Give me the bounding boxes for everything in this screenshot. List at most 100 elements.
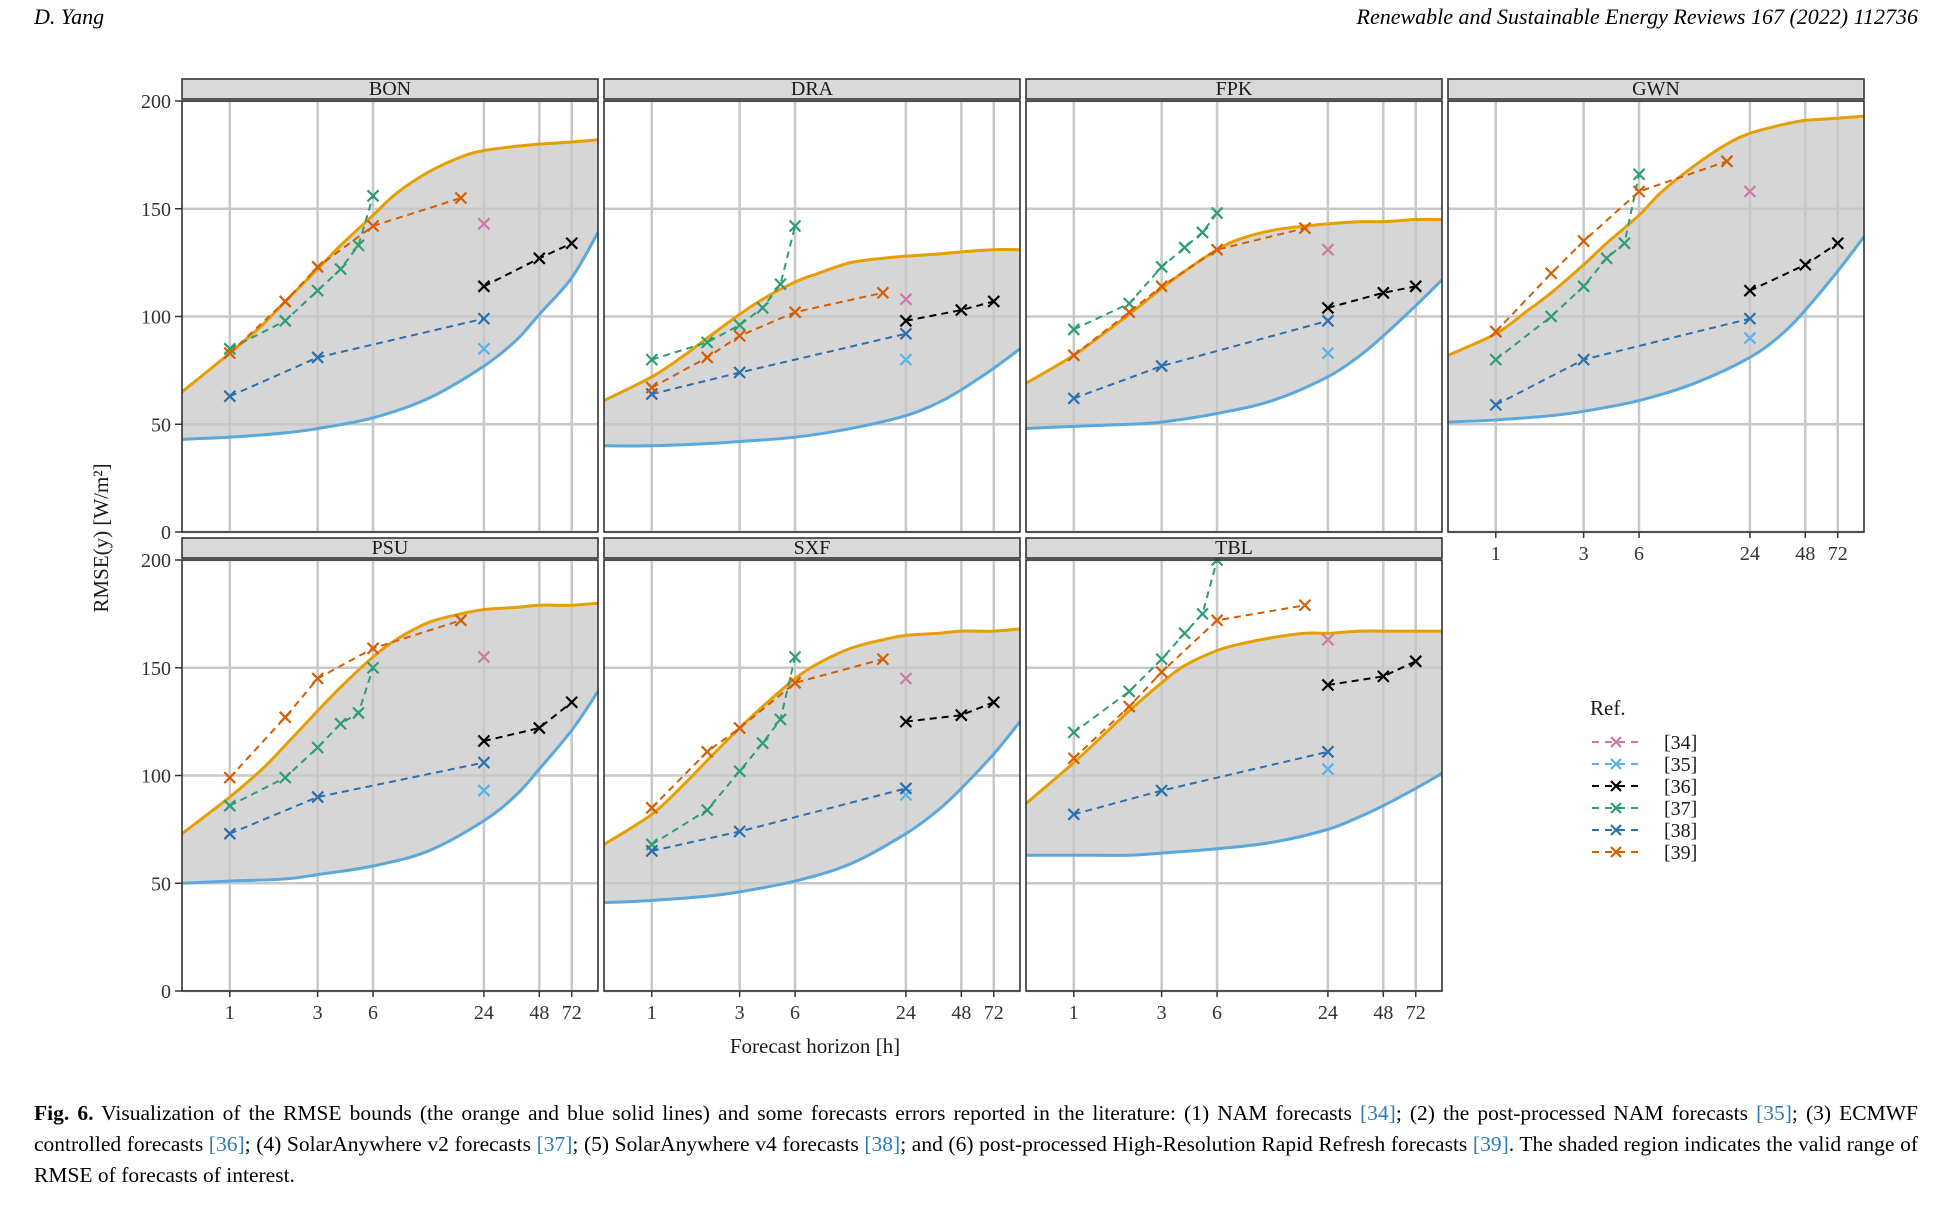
data-point-36 xyxy=(565,236,579,250)
caption-citation[interactable]: [37] xyxy=(536,1132,573,1156)
facet-panel-dra: DRA xyxy=(603,78,1021,534)
data-point-36 xyxy=(899,314,913,328)
data-point-37 xyxy=(733,318,746,332)
lower-bound-line xyxy=(603,347,1021,448)
series-37 xyxy=(1067,206,1224,336)
data-point-37 xyxy=(1489,353,1503,366)
series-34 xyxy=(1743,185,1757,198)
legend-label: [35] xyxy=(1664,754,1697,776)
valid-range-band xyxy=(604,628,1020,903)
y-tick-label: 200 xyxy=(141,91,171,113)
series-38 xyxy=(1067,314,1335,405)
data-point-36 xyxy=(533,252,546,265)
data-point-38 xyxy=(223,389,237,403)
series-line-39 xyxy=(651,658,884,809)
caption-citation[interactable]: [38] xyxy=(864,1132,901,1156)
series-35 xyxy=(1321,762,1335,776)
lower-bound-line xyxy=(181,231,600,441)
data-point-38 xyxy=(223,827,237,840)
data-point-37 xyxy=(756,736,769,750)
x-tick-label: 24 xyxy=(896,1002,916,1024)
data-point-39 xyxy=(223,346,237,360)
lower-bound-line xyxy=(1025,772,1443,857)
legend-label: [36] xyxy=(1664,776,1697,798)
legend-entry-36: [36] xyxy=(1592,776,1697,798)
series-line-36 xyxy=(905,701,995,723)
data-point-38 xyxy=(1067,392,1081,405)
caption-citation[interactable]: [36] xyxy=(208,1132,245,1156)
data-point-39 xyxy=(733,329,746,343)
y-tick-label: 50 xyxy=(151,873,171,895)
data-point-37 xyxy=(334,262,347,276)
x-axis-title: Forecast horizon [h] xyxy=(730,1034,900,1058)
data-point-36 xyxy=(955,303,968,317)
data-point-37 xyxy=(1196,226,1209,239)
data-point-39 xyxy=(788,305,802,319)
data-point-37 xyxy=(223,342,237,356)
facet-strip xyxy=(603,78,1021,100)
data-point-34 xyxy=(1321,633,1335,647)
x-tick-label: 1 xyxy=(647,1002,657,1024)
data-point-35 xyxy=(1321,346,1335,360)
x-tick-label: 1 xyxy=(1069,1002,1079,1024)
facet-panel-sxf: SXF 1 3 6 24 48 72 xyxy=(603,537,1022,1024)
data-point-38 xyxy=(733,366,746,379)
data-point-38 xyxy=(1155,784,1168,797)
data-point-37 xyxy=(1067,726,1081,739)
data-point-34 xyxy=(477,217,491,231)
data-point-39 xyxy=(311,672,324,685)
series-line-37 xyxy=(1073,559,1219,734)
data-point-39 xyxy=(1632,185,1646,198)
data-point-36 xyxy=(565,695,579,709)
data-point-39 xyxy=(700,351,714,364)
legend-entry-37: [37] xyxy=(1592,798,1697,820)
legend-title: Ref. xyxy=(1590,696,1626,720)
caption-citation[interactable]: [35] xyxy=(1756,1101,1792,1125)
valid-range-band xyxy=(182,603,598,884)
caption-text: ; and (6) post-processed High-Resolution… xyxy=(900,1132,1473,1156)
series-34 xyxy=(899,672,913,685)
valid-range-band xyxy=(1026,219,1442,429)
data-point-39 xyxy=(1122,305,1136,319)
data-point-36 xyxy=(533,721,546,735)
facet-strip xyxy=(1447,78,1865,100)
upper-bound-line xyxy=(181,138,599,394)
facet-panel-fpk: FPK xyxy=(1025,78,1444,534)
data-point-39 xyxy=(1298,221,1312,235)
data-point-37 xyxy=(1122,685,1136,698)
y-axis-title: RMSE(y) [W/m²] xyxy=(89,463,113,612)
data-point-38 xyxy=(1577,353,1590,366)
caption-citation[interactable]: [39] xyxy=(1472,1132,1509,1156)
facet-strip-label: TBL xyxy=(1215,537,1253,559)
legend-key-marker xyxy=(1610,758,1622,770)
data-point-36 xyxy=(899,715,913,728)
data-point-39 xyxy=(700,745,714,759)
series-line-36 xyxy=(905,300,994,322)
panel-border xyxy=(1447,100,1865,533)
panel-border xyxy=(603,100,1021,533)
series-38 xyxy=(1067,745,1335,821)
series-38 xyxy=(645,782,913,858)
lower-bound-line xyxy=(603,720,1022,905)
data-point-36 xyxy=(1321,678,1335,692)
data-point-38 xyxy=(1155,359,1168,373)
data-point-37 xyxy=(774,713,787,726)
y-tick-label: 100 xyxy=(141,307,171,329)
upper-bound-line xyxy=(181,601,599,835)
series-38 xyxy=(223,312,491,403)
x-tick-label: 48 xyxy=(529,1002,549,1024)
caption-citation[interactable]: [34] xyxy=(1359,1101,1396,1125)
series-39 xyxy=(223,191,468,360)
data-point-36 xyxy=(1799,258,1812,272)
series-39 xyxy=(1067,221,1312,362)
x-tick-label: 1 xyxy=(1491,543,1501,565)
x-tick-label: 48 xyxy=(1373,1002,1393,1024)
lower-bound-line xyxy=(1447,235,1866,424)
data-point-34 xyxy=(899,292,913,306)
data-point-36 xyxy=(1321,301,1335,315)
caption-text: ; (3) ECMWF controlled forecasts xyxy=(34,1101,1919,1156)
caption-text: . The shaded region indicates the valid … xyxy=(34,1132,1918,1187)
data-point-35 xyxy=(477,784,491,797)
data-point-36 xyxy=(955,708,968,722)
data-point-37 xyxy=(756,301,769,315)
